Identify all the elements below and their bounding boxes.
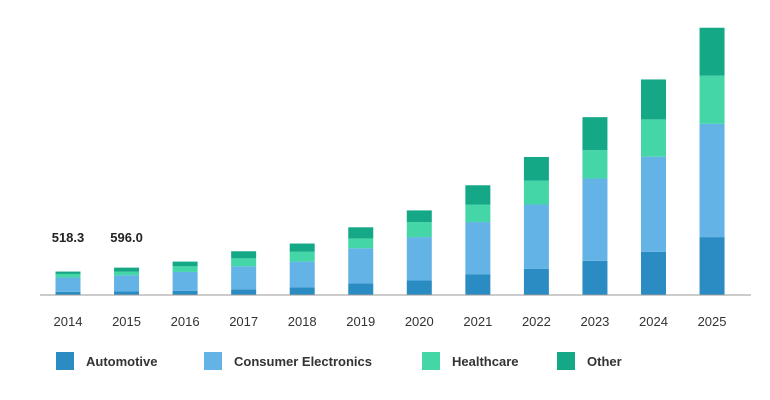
bar-other-2024 <box>641 79 666 120</box>
bar-other-2020 <box>406 210 432 223</box>
x-tick-label: 2025 <box>698 314 727 329</box>
legend-swatch-consumer-electronics <box>204 352 222 370</box>
bar-consumer-electronics-2014 <box>55 277 81 292</box>
bar-consumer-electronics-2016 <box>172 271 198 291</box>
bar-healthcare-2014 <box>55 273 81 278</box>
bar-automotive-2014 <box>55 291 81 295</box>
x-tick-label: 2024 <box>639 314 668 329</box>
bar-consumer-electronics-2021 <box>465 222 491 275</box>
bar-other-2019 <box>348 227 374 239</box>
bar-consumer-electronics-2020 <box>406 237 432 281</box>
x-tick-label: 2016 <box>171 314 200 329</box>
x-tick-label: 2017 <box>229 314 258 329</box>
bar-consumer-electronics-2024 <box>641 156 666 252</box>
x-tick-label: 2020 <box>405 314 434 329</box>
x-tick-label: 2014 <box>54 314 83 329</box>
bar-healthcare-2021 <box>465 204 491 223</box>
bar-healthcare-2023 <box>582 150 608 179</box>
x-tick-label: 2021 <box>463 314 492 329</box>
legend-swatch-other <box>557 352 575 370</box>
bar-healthcare-2020 <box>406 222 432 238</box>
bar-consumer-electronics-2017 <box>231 266 257 290</box>
bar-healthcare-2015 <box>114 271 140 276</box>
bar-healthcare-2017 <box>231 258 257 267</box>
bar-healthcare-2025 <box>699 75 725 124</box>
legend-label-other: Other <box>587 354 622 369</box>
legend-label-healthcare: Healthcare <box>452 354 518 369</box>
legend-swatch-healthcare <box>422 352 440 370</box>
data-labels-group: 518.3 596.0 <box>52 230 143 245</box>
bar-automotive-2024 <box>641 251 666 295</box>
bar-automotive-2025 <box>699 237 725 295</box>
bar-automotive-2018 <box>289 287 315 295</box>
bar-other-2021 <box>465 185 491 205</box>
legend-swatch-automotive <box>56 352 74 370</box>
bar-other-2015 <box>114 267 140 272</box>
bar-automotive-2022 <box>523 268 549 295</box>
bar-healthcare-2019 <box>348 238 374 249</box>
bar-other-2022 <box>523 156 549 181</box>
bar-consumer-electronics-2023 <box>582 178 608 261</box>
data-label-2014: 518.3 <box>52 230 85 245</box>
bar-automotive-2020 <box>406 280 432 295</box>
x-tick-label: 2015 <box>112 314 141 329</box>
bar-healthcare-2022 <box>523 180 549 205</box>
bar-healthcare-2016 <box>172 266 198 272</box>
data-label-2015: 596.0 <box>110 230 143 245</box>
x-tick-labels: 2014 2015 2016 2017 2018 2019 2020 2021 2022 2023… <box>54 314 727 329</box>
bars-group <box>55 27 725 295</box>
bar-automotive-2016 <box>172 290 198 295</box>
bar-other-2025 <box>699 27 725 76</box>
bar-consumer-electronics-2022 <box>523 204 549 269</box>
bar-consumer-electronics-2019 <box>348 248 374 284</box>
bar-other-2014 <box>55 271 81 274</box>
x-tick-label: 2018 <box>288 314 317 329</box>
bar-consumer-electronics-2015 <box>114 275 140 292</box>
x-tick-label: 2019 <box>346 314 375 329</box>
bar-healthcare-2024 <box>641 119 666 157</box>
legend-label-consumer-electronics: Consumer Electronics <box>234 354 372 369</box>
bar-other-2016 <box>172 261 198 267</box>
bar-consumer-electronics-2025 <box>699 123 725 238</box>
bar-automotive-2015 <box>114 291 140 295</box>
x-tick-label: 2023 <box>580 314 609 329</box>
legend: Automotive Consumer Electronics Healthcare… <box>56 352 622 370</box>
bar-automotive-2019 <box>348 283 374 295</box>
bar-other-2023 <box>582 117 608 151</box>
x-tick-label: 2022 <box>522 314 551 329</box>
bar-automotive-2021 <box>465 274 491 295</box>
bar-other-2018 <box>289 243 315 252</box>
bar-other-2017 <box>231 251 257 259</box>
legend-label-automotive: Automotive <box>86 354 158 369</box>
bar-automotive-2017 <box>231 289 257 295</box>
bar-consumer-electronics-2018 <box>289 261 315 288</box>
bar-automotive-2023 <box>582 260 608 295</box>
bar-healthcare-2018 <box>289 251 315 262</box>
